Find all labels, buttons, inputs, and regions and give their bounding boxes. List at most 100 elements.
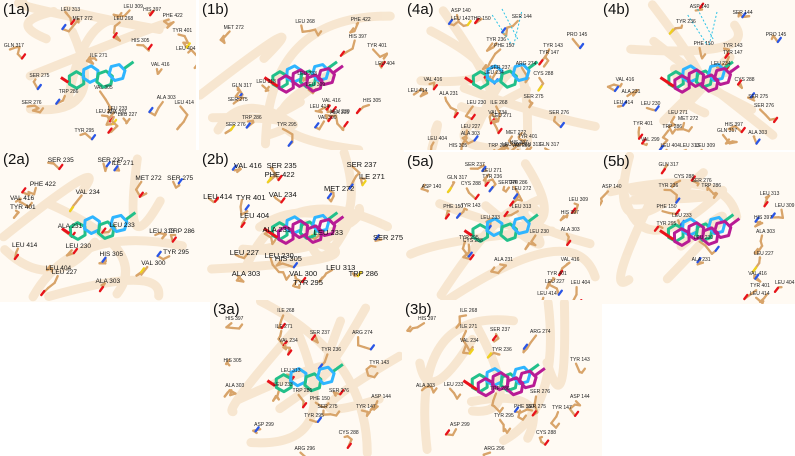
residue-label: TYR 401 <box>235 193 266 203</box>
residue-label: SER 276 <box>530 389 551 396</box>
panel-1a: (1a) GLN 317 LEU 313 MET 272 LEU 309 HIS 397 L… <box>0 0 196 150</box>
residue-label: ALA 231 <box>262 225 291 234</box>
panel-label: (3b) <box>405 301 432 318</box>
residue-label: MET 272 <box>135 174 162 182</box>
residue-label: TRP 286 <box>169 228 195 236</box>
ligand-reference <box>61 211 137 241</box>
residue-label: LEU 414 <box>174 99 194 106</box>
residue-label: ASP 140 <box>689 3 710 10</box>
residue-label: ALA 231 <box>57 223 83 231</box>
residue-label: PHE 422 <box>162 12 183 19</box>
residue-label: TYR 401 <box>517 134 538 140</box>
residue-label: LEU 233 <box>672 213 692 220</box>
residue-label: LEU 233 <box>109 221 135 229</box>
residue-label: ALA 303 <box>416 383 435 390</box>
residue-label: LEU 233 <box>444 381 464 388</box>
residue-label: TYR 401 <box>547 271 567 278</box>
ligand-docked <box>468 367 546 398</box>
residue-label: TRP 286 <box>242 114 262 121</box>
residue-label: HIS 397 <box>754 214 773 221</box>
residue-label: SER 144 <box>511 14 532 20</box>
panel-4b: (4b) ASP 140 SER 144 TYR 236 PHE 150 TYR 143 T… <box>600 0 795 150</box>
structure-render-3b <box>406 300 587 456</box>
residue-label: LEU 414 <box>11 241 38 249</box>
residue-label: PHE 422 <box>29 180 56 188</box>
panel-3b: (3b) ILE 268 HIS 397 ILE 271 SER 237 ARG 274 V… <box>402 300 602 456</box>
residue-label: GLN 317 <box>717 128 738 134</box>
residue-label: SER 275 <box>523 93 544 100</box>
residue-label: LEU 227 <box>460 123 481 130</box>
residue-label: TYR 401 <box>172 27 193 34</box>
residue-label: LEU 233 <box>273 381 293 388</box>
panel-2b: (2b) VAL 416 SER 235 PHE 422 SER 237 ILE 271 T… <box>199 150 404 302</box>
residue-label: LEU 272 <box>511 185 532 192</box>
residue-label: HIS 305 <box>131 38 150 44</box>
ligand-docked <box>665 217 741 247</box>
residue-label: ALA 231 <box>439 90 459 97</box>
residue-label: TYR 147 <box>355 403 376 410</box>
residue-label: GLN 317 <box>231 83 252 89</box>
panel-label: (5b) <box>603 153 630 170</box>
residue-label: ALA 231 <box>494 257 514 264</box>
residue-sticks <box>207 164 383 289</box>
residue-label: ARG 296 <box>484 445 505 452</box>
residue-label: ILE 271 <box>275 323 293 330</box>
residue-label: VAL 234 <box>460 338 479 344</box>
panel-label: (1a) <box>3 1 30 18</box>
residue-label: SER 276 <box>754 102 775 109</box>
residue-label: LEU 227 <box>754 251 774 258</box>
residue-label: CYS 288 <box>460 181 481 188</box>
panel-1b: (1b) LEU 268 PHE 422 MET 272 HIS 397 TYR 401 G… <box>199 0 404 150</box>
residue-label: SER 237 <box>97 156 124 164</box>
residue-label: LEU 233 <box>107 105 128 112</box>
residue-label: SER 276 <box>21 99 42 106</box>
residue-label: HIS 305 <box>223 358 242 365</box>
panel-label: (4a) <box>407 1 434 18</box>
residue-label: VAL 234 <box>75 188 100 196</box>
residue-label: TYR 295 <box>163 249 189 257</box>
residue-label: VAL 300 <box>141 259 166 267</box>
residue-label: LEU 268 <box>113 15 134 22</box>
residue-label: HIS 397 <box>509 140 528 146</box>
residue-label: LEU 309 <box>775 202 795 209</box>
residue-label: SER 275 <box>526 403 547 410</box>
residue-label: ALA 303 <box>330 110 350 116</box>
residue-label: TRP 286 <box>507 179 528 186</box>
residue-label: VAL 234 <box>268 190 297 200</box>
residue-label: LEU 414 <box>537 290 557 297</box>
residue-label: HIS 397 <box>560 210 579 217</box>
structure-render-1b <box>199 11 395 150</box>
residue-label: ILE 268 <box>277 308 295 315</box>
residue-label: CYS 288 <box>338 430 359 437</box>
residue-label: SER 237 <box>464 161 485 168</box>
residue-label: SER 275 <box>317 403 338 410</box>
residue-label: MET 272 <box>505 129 527 136</box>
residue-label: LEU 271 <box>482 167 502 174</box>
residue-label: LEU 227 <box>117 111 138 118</box>
residue-label: PHE 150 <box>693 41 714 47</box>
residue-label: PRO 145 <box>765 32 787 38</box>
residue-label: TRP 286 <box>348 269 379 279</box>
residue-label: TYR 295 <box>304 412 324 419</box>
residue-label: SER 235 <box>266 161 297 171</box>
panel-5a: (5a) SER 237 GLN 317 CYS 288 LEU 271 SER 276 T… <box>404 152 600 304</box>
residue-label: TYR 236 <box>658 182 679 189</box>
residue-label: ARG 296 <box>294 445 316 452</box>
panel-4a: (4a) LEU 142 ASP 140 THR 150 SER 144 TYR 236 P… <box>404 0 600 150</box>
residue-label: LEU 271 <box>668 110 688 116</box>
residue-label: GLN 317 <box>447 175 468 182</box>
residue-label: SER 275 <box>167 174 194 182</box>
structure-render-3a <box>223 300 402 456</box>
residue-label: CYS 288 <box>533 71 554 77</box>
residue-label: TYR 143 <box>369 359 390 366</box>
residue-label: LEU 268 <box>295 18 315 25</box>
residue-label: LEU 313 <box>326 263 356 272</box>
residue-label: TYR 147 <box>539 50 559 56</box>
residue-label: HIS 305 <box>274 253 302 263</box>
residue-label: ILE 271 <box>460 323 478 330</box>
residue-label: ALA 303 <box>225 383 245 390</box>
residue-label: SER 237 <box>490 65 511 71</box>
residue-label: TYR 401 <box>750 283 770 290</box>
backbone-ribbons <box>606 152 742 287</box>
residue-label: ALA 303 <box>95 278 121 286</box>
